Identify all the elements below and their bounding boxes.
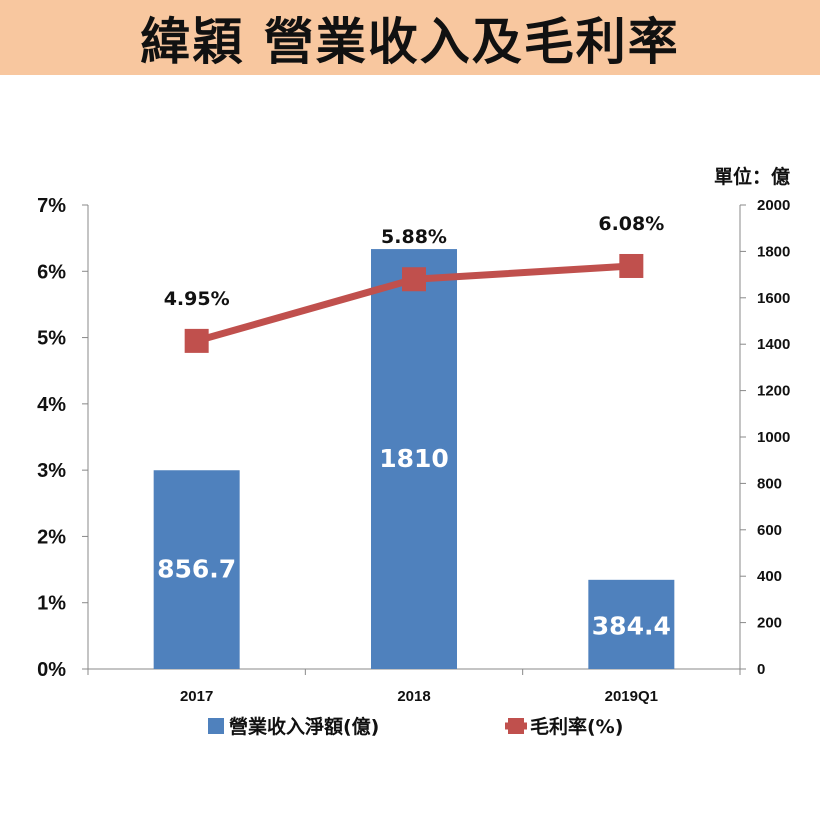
line-marker (402, 267, 426, 292)
left-tick-label: 2% (37, 526, 66, 548)
right-tick-label: 0 (757, 661, 765, 678)
legend-label-bar: 營業收入淨額(億) (229, 715, 379, 738)
right-tick-label: 200 (757, 615, 782, 632)
bar (588, 579, 675, 669)
x-tick-label: 2019Q1 (605, 688, 658, 705)
left-tick-label: 4% (37, 394, 66, 416)
bar (371, 249, 457, 669)
x-tick-label: 2018 (397, 688, 430, 705)
bar (153, 470, 240, 669)
bar-data-label: 384.4 (592, 611, 671, 640)
line-data-label: 6.08% (598, 213, 664, 235)
line-data-label: 4.95% (164, 288, 230, 310)
unit-note: 單位：億 (713, 166, 790, 188)
left-tick-label: 3% (37, 460, 66, 482)
right-tick-label: 400 (757, 568, 782, 585)
left-tick-label: 7% (37, 195, 66, 217)
right-tick-label: 2000 (757, 197, 790, 214)
line-marker (619, 253, 644, 278)
x-tick-label: 2017 (180, 688, 213, 705)
right-tick-label: 1800 (757, 243, 790, 260)
line-data-label: 5.88% (381, 226, 447, 248)
legend-swatch-marker (508, 718, 524, 734)
legend-label-line: 毛利率(%) (530, 715, 623, 738)
right-tick-label: 1200 (757, 383, 790, 400)
bar-data-label: 856.7 (157, 555, 236, 584)
right-tick-label: 800 (757, 475, 782, 492)
left-tick-label: 0% (37, 659, 66, 681)
left-tick-label: 5% (37, 328, 66, 350)
right-tick-label: 1400 (757, 336, 790, 353)
right-tick-label: 1600 (757, 290, 790, 307)
legend-swatch-bar (208, 718, 224, 734)
right-tick-label: 1000 (757, 429, 790, 446)
line-marker (184, 328, 209, 353)
bar-data-label: 1810 (379, 444, 449, 473)
title-banner: 緯穎 營業收入及毛利率 (0, 0, 820, 75)
left-tick-label: 6% (37, 261, 66, 283)
left-tick-label: 1% (37, 593, 66, 615)
right-tick-label: 600 (757, 522, 782, 539)
chart-title: 緯穎 營業收入及毛利率 (140, 12, 680, 71)
